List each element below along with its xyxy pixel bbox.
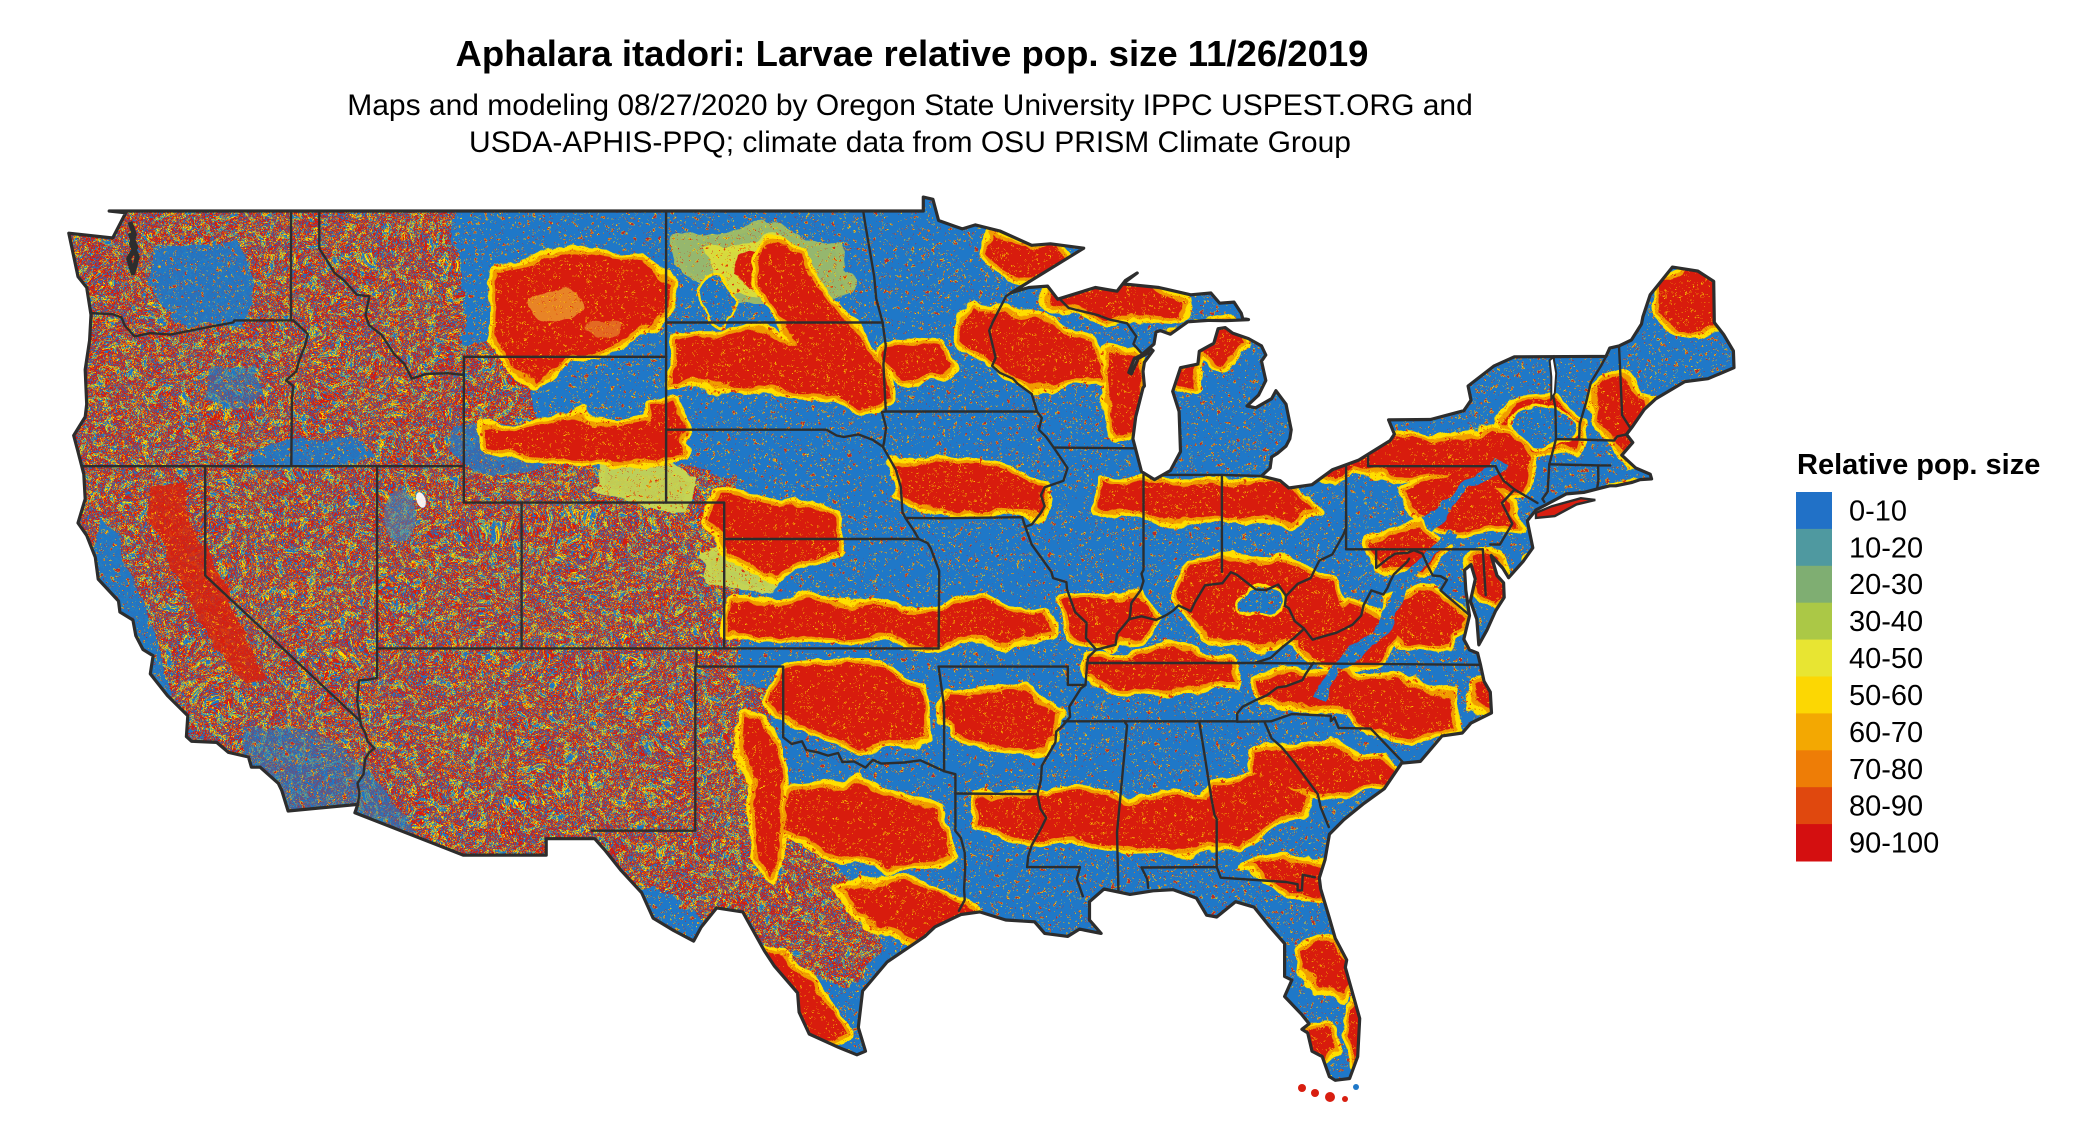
svg-text:Relative pop. size: Relative pop. size [1797,449,2040,481]
svg-text:0-10: 0-10 [1849,496,1907,528]
svg-text:20-30: 20-30 [1849,569,1923,601]
svg-text:50-60: 50-60 [1849,680,1923,712]
svg-text:90-100: 90-100 [1849,828,1939,860]
svg-text:60-70: 60-70 [1849,717,1923,749]
svg-text:80-90: 80-90 [1849,791,1923,823]
svg-text:30-40: 30-40 [1849,606,1923,638]
svg-text:Aphalara itadori: Larvae relat: Aphalara itadori: Larvae relative pop. s… [456,33,1369,74]
svg-text:40-50: 40-50 [1849,643,1923,675]
svg-text:USDA-APHIS-PPQ; climate data f: USDA-APHIS-PPQ; climate data from OSU PR… [469,126,1351,159]
svg-text:10-20: 10-20 [1849,532,1923,564]
svg-text:Maps and modeling 08/27/2020 b: Maps and modeling 08/27/2020 by Oregon S… [347,89,1473,122]
svg-text:70-80: 70-80 [1849,754,1923,786]
